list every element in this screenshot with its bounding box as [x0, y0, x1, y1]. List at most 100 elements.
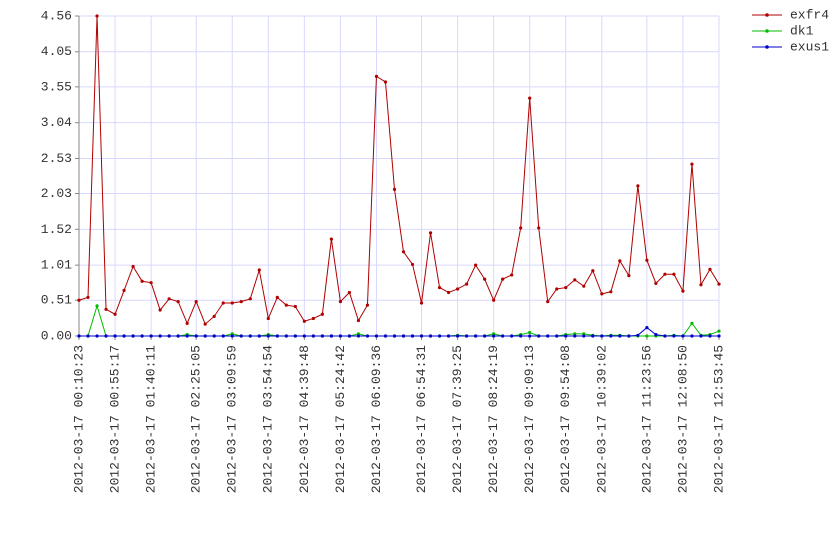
point: [428, 231, 433, 235]
point: [284, 334, 288, 338]
point: [140, 334, 144, 338]
point: [564, 285, 568, 290]
point: [699, 334, 703, 338]
x-tick-label: 2012-03-17 01:40:11: [144, 345, 159, 493]
point: [708, 334, 712, 338]
point: [717, 334, 721, 338]
point: [293, 334, 297, 338]
point: [492, 334, 496, 338]
point: [275, 334, 279, 338]
point: [627, 334, 631, 338]
point: [95, 304, 99, 308]
point: [564, 334, 568, 338]
point: [474, 263, 478, 267]
point: [212, 314, 216, 318]
x-tick-label: 2012-03-17 05:24:42: [333, 345, 348, 493]
x-tick-label: 2012-03-17 07:39:25: [450, 345, 465, 493]
point: [645, 334, 649, 338]
point: [194, 300, 198, 304]
point: [428, 334, 433, 338]
point: [528, 96, 532, 100]
point: [140, 279, 144, 283]
point: [627, 274, 631, 278]
point: [293, 304, 297, 309]
point: [609, 334, 613, 338]
point: [465, 282, 469, 286]
point: [446, 290, 451, 295]
point: [546, 334, 550, 338]
point: [446, 334, 451, 338]
point: [239, 300, 243, 304]
point: [383, 334, 388, 338]
point: [401, 334, 406, 338]
x-tick-label: 2012-03-17 00:55:17: [107, 345, 122, 493]
y-tick-label: 0.00: [41, 328, 72, 343]
point: [257, 268, 261, 272]
point: [591, 269, 595, 273]
point: [455, 287, 460, 291]
point: [77, 334, 81, 338]
point: [176, 334, 180, 338]
point: [618, 334, 622, 338]
point: [284, 303, 288, 307]
point: [401, 250, 406, 254]
point: [663, 334, 667, 338]
point: [374, 74, 379, 78]
point: [392, 334, 397, 338]
point: [591, 334, 595, 338]
legend-label: exfr4: [790, 7, 829, 22]
point: [663, 272, 667, 276]
point: [131, 264, 135, 269]
point: [528, 334, 532, 338]
point: [356, 318, 361, 323]
x-tick-label: 2012-03-17 02:25:05: [189, 345, 204, 493]
point: [717, 329, 721, 333]
point: [365, 303, 370, 307]
point: [519, 226, 523, 230]
series-line: [79, 304, 720, 337]
point: [501, 334, 505, 338]
point: [104, 307, 108, 311]
x-tick-label: 2012-03-17 11:23:56: [639, 345, 654, 493]
point: [86, 295, 90, 300]
point: [410, 334, 415, 338]
point: [275, 295, 279, 300]
point: [483, 277, 487, 281]
point: [681, 334, 685, 338]
point: [158, 308, 162, 312]
point: [690, 321, 694, 325]
x-tick-label: 2012-03-17 04:39:48: [297, 345, 312, 493]
point: [221, 301, 225, 305]
point: [708, 267, 712, 271]
x-tick-label: 2012-03-17 00:10:23: [71, 345, 86, 493]
legend-marker: [765, 45, 769, 49]
legend-label: exus1: [790, 39, 829, 54]
y-tick-label: 0.51: [41, 293, 72, 308]
y-tick-label: 1.01: [41, 258, 72, 273]
point: [609, 290, 613, 294]
point: [600, 292, 604, 296]
point: [582, 334, 586, 338]
point: [555, 287, 559, 291]
point: [492, 298, 496, 302]
point: [410, 262, 415, 267]
point: [654, 281, 658, 285]
point: [419, 334, 424, 338]
point: [483, 334, 487, 338]
point: [419, 301, 424, 305]
point: [356, 334, 361, 338]
point: [374, 334, 379, 338]
point: [95, 14, 99, 18]
point: [636, 333, 640, 337]
point: [582, 284, 586, 288]
point: [266, 334, 270, 338]
point: [338, 300, 343, 304]
point: [122, 288, 126, 292]
point: [690, 162, 694, 166]
point: [573, 334, 577, 338]
legend-label: dk1: [790, 23, 814, 38]
point: [690, 334, 694, 338]
y-tick-label: 2.03: [41, 186, 72, 201]
point: [636, 184, 640, 188]
point: [167, 297, 171, 301]
